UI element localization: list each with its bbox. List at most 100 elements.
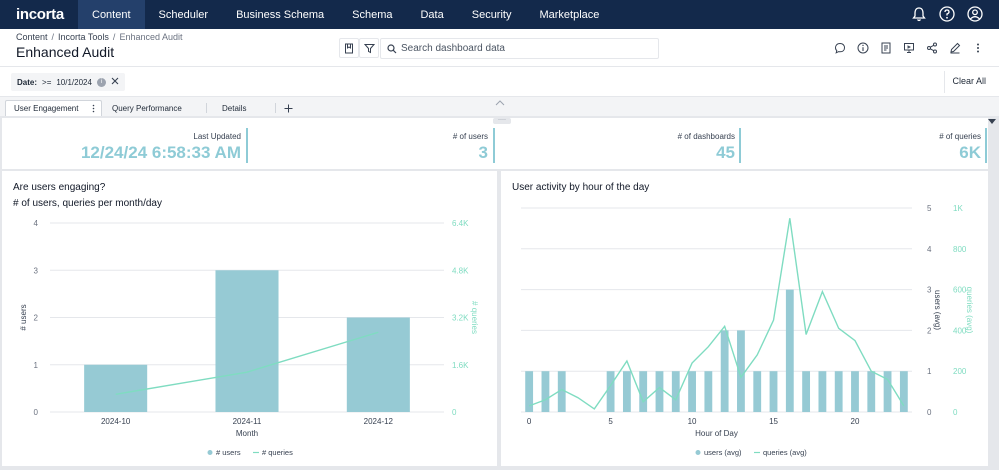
bar xyxy=(622,371,631,412)
y-tick-label: 4 xyxy=(927,245,932,254)
tab-user-engagement[interactable]: User Engagement xyxy=(5,100,102,116)
y-tick-label: 3 xyxy=(927,286,932,295)
bar xyxy=(802,371,811,412)
user-account-icon[interactable] xyxy=(965,4,985,24)
chart-title: User activity by hour of the day xyxy=(512,182,650,193)
breadcrumb-incorta-tools[interactable]: Incorta Tools xyxy=(58,32,109,42)
breadcrumb: Content / Incorta Tools / Enhanced Audit xyxy=(16,32,183,42)
nav-content[interactable]: Content xyxy=(78,0,145,29)
scroll-down-icon[interactable] xyxy=(987,117,997,127)
tab-label: Query Performance xyxy=(112,103,182,113)
y2-tick-label: 6.4K xyxy=(452,219,469,228)
clear-all-button[interactable]: Clear All xyxy=(952,76,986,86)
y-axis-label: users (avg) xyxy=(933,290,942,330)
y-tick-label: 5 xyxy=(927,204,932,213)
kpi-label: Last Updated xyxy=(193,132,241,141)
drag-handle-icon[interactable]: ···· xyxy=(493,117,511,124)
y2-axis-label: # queries xyxy=(470,301,479,334)
bar xyxy=(541,371,550,412)
help-icon[interactable] xyxy=(937,4,957,24)
date-filter-chip[interactable]: Date: >= 10/1/2024 i xyxy=(11,73,125,91)
bookmark-button[interactable] xyxy=(339,38,359,58)
bar xyxy=(688,371,696,412)
x-tick-label: 2024-12 xyxy=(364,417,394,426)
engagement-chart: 0 1 2 3 4 0 1.6K 3.2K 4.8K 6.4K 2024-10 2024-11 2024… xyxy=(19,219,479,457)
kpi-dashboards: # of dashboards 45 xyxy=(612,118,735,169)
y-tick-label: 1 xyxy=(34,361,39,370)
tab-label: User Engagement xyxy=(14,104,79,113)
incorta-logo[interactable]: incorta xyxy=(16,6,64,23)
x-tick-label: 15 xyxy=(769,417,778,426)
kpi-label: # of users xyxy=(452,132,488,141)
x-tick-label: 2024-11 xyxy=(233,417,262,426)
add-tab-button[interactable] xyxy=(280,100,298,116)
nav-scheduler[interactable]: Scheduler xyxy=(158,8,209,21)
kpi-accent-bar xyxy=(246,128,248,163)
y-tick-label: 4 xyxy=(34,219,39,228)
page-title: Enhanced Audit xyxy=(16,44,115,60)
kpi-label: # of queries xyxy=(939,132,981,141)
kpi-users: # of users 3 xyxy=(382,118,488,169)
collapse-header-button[interactable] xyxy=(493,98,507,108)
bar xyxy=(606,371,615,412)
more-options-icon[interactable] xyxy=(971,41,985,55)
bar xyxy=(899,371,908,412)
kpi-last-updated: Last Updated 12/24/24 6:58:33 AM xyxy=(62,118,241,169)
y2-tick-label: 600 xyxy=(953,286,967,295)
kpi-label: # of dashboards xyxy=(677,132,735,141)
tab-query-performance[interactable]: Query Performance xyxy=(104,100,204,116)
bar xyxy=(639,371,648,412)
chevron-up-icon xyxy=(495,100,505,106)
nav-schema[interactable]: Schema xyxy=(352,8,393,21)
y-tick-label: 2 xyxy=(927,326,932,335)
y2-tick-label: 200 xyxy=(953,367,967,376)
kpi-accent-bar xyxy=(739,128,741,163)
kpi-row: ···· Last Updated 12/24/24 6:58:33 AM # … xyxy=(2,117,988,169)
share-icon[interactable] xyxy=(925,41,939,55)
x-tick-label: 5 xyxy=(608,417,613,426)
kpi-value: 12/24/24 6:58:33 AM xyxy=(80,143,241,162)
bell-icon[interactable] xyxy=(909,4,929,24)
breadcrumb-content[interactable]: Content xyxy=(16,32,48,42)
nav-business-schema[interactable]: Business Schema xyxy=(236,8,325,21)
y-tick-label: 3 xyxy=(34,266,39,275)
presentation-icon[interactable] xyxy=(902,41,916,55)
info-icon[interactable] xyxy=(856,41,870,55)
kpi-value: 6K xyxy=(959,143,981,162)
filter-button[interactable] xyxy=(359,38,379,58)
kpi-value: 3 xyxy=(478,143,488,162)
chart-subtitle: # of users, queries per month/day xyxy=(13,198,162,209)
filter-info-icon[interactable]: i xyxy=(96,77,106,87)
nav-marketplace[interactable]: Marketplace xyxy=(539,8,600,21)
tab-menu-icon[interactable] xyxy=(92,104,95,115)
divider xyxy=(944,71,945,93)
y2-tick-label: 800 xyxy=(953,245,967,254)
edit-icon[interactable] xyxy=(948,41,962,55)
tab-divider xyxy=(206,103,207,113)
bar xyxy=(525,371,534,412)
remove-filter-icon[interactable] xyxy=(111,77,119,87)
bar xyxy=(215,270,279,412)
search-box[interactable] xyxy=(380,38,659,59)
y2-tick-label: 400 xyxy=(953,326,967,335)
bar xyxy=(883,371,892,412)
bookmark-icon xyxy=(345,43,353,53)
bar xyxy=(867,371,876,412)
bookmark-list-icon[interactable] xyxy=(879,41,893,55)
plus-icon xyxy=(284,104,293,112)
bar xyxy=(671,371,680,412)
nav-data[interactable]: Data xyxy=(420,8,444,21)
chart-title: Are users engaging? xyxy=(13,182,106,193)
comment-icon[interactable] xyxy=(833,41,847,55)
kpi-accent-bar xyxy=(985,128,987,163)
y-tick-label: 0 xyxy=(34,408,39,417)
tab-details[interactable]: Details xyxy=(214,100,274,116)
kpi-queries: # of queries 6K xyxy=(862,118,981,169)
y2-tick-label: 1.6K xyxy=(452,361,469,370)
nav-security[interactable]: Security xyxy=(471,8,512,21)
bar xyxy=(720,330,729,412)
search-input[interactable] xyxy=(401,43,641,54)
filter-bar: Date: >= 10/1/2024 i Clear All xyxy=(0,67,999,97)
y2-tick-label: 3.2K xyxy=(452,314,469,323)
